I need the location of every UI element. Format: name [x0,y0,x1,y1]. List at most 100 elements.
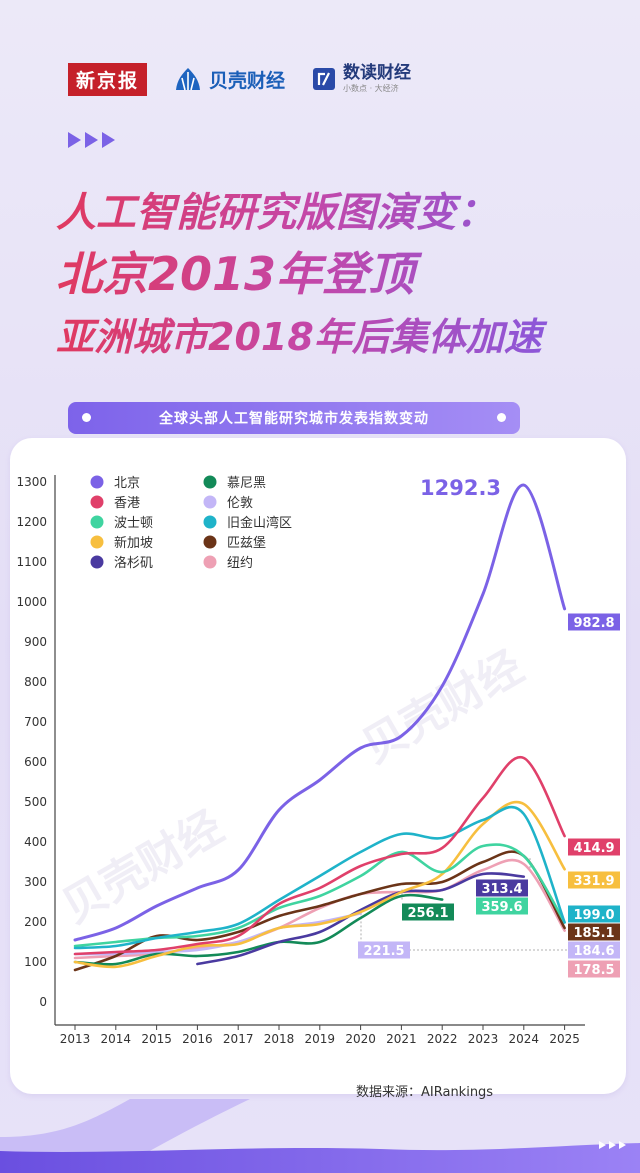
shudu-logo-icon [313,68,336,90]
legend-marker-losangeles [90,555,104,569]
xinjingbao-logo: 新京报 [68,62,148,96]
y-tick-label: 0 [39,995,47,1009]
value-tag-bg-pittsburgh [568,923,620,941]
beike-logo-text: 贝壳财经 [209,69,286,92]
legend-label-boston: 波士顿 [114,516,153,531]
value-tag-munich: 256.1 [407,906,448,921]
shudu-logo-text: 数读财经 [343,63,412,83]
value-tag-bg-london [358,941,410,959]
beike-logo: 贝壳财经 [173,66,285,93]
value-tag-bg-losangeles [476,879,528,897]
legend-label-singapore: 新加坡 [114,535,153,551]
value-tag-bg-beijing [568,613,620,631]
value-tag-london: 184.6 [573,944,614,959]
legend-marker-munich [203,475,217,489]
value-tag-bg-munich [402,903,454,921]
legend-marker-newyork [203,555,217,569]
y-tick-label: 900 [24,635,47,649]
value-tag-sanfrancisco: 199.0 [573,908,614,923]
value-tag-bg-newyork [568,960,620,978]
legend-marker-beijing [90,475,104,489]
legend-label-newyork: 纽约 [227,556,253,571]
legend-marker-singapore [90,535,104,549]
value-tag-newyork: 178.5 [573,963,614,978]
legend-marker-london [203,495,217,509]
x-tick-label: 2020 [345,1032,376,1046]
value-tag-pittsburgh: 185.1 [573,926,614,941]
value-tag-losangeles: 313.4 [481,882,522,897]
series-line-munich [73,893,444,966]
shudu-logo: 数读财经 小数点 · 大经济 [311,65,411,93]
y-tick-label: 1000 [16,595,47,609]
bar-dot-left-icon [82,413,91,422]
value-tag-boston: 359.6 [481,900,522,915]
legend-label-munich: 慕尼黑 [227,476,266,491]
x-tick-label: 2018 [264,1032,295,1046]
chart-card [10,438,626,1094]
triple-arrow-icon [68,132,115,148]
legend-label-pittsburgh: 匹兹堡 [227,535,266,551]
series-line-sanfrancisco [73,805,566,950]
x-tick-label: 2025 [549,1032,580,1046]
series-line-singapore [73,800,566,969]
watermark-text-1: 贝壳财经 [354,641,532,773]
y-tick-label: 300 [24,875,47,889]
x-tick-label: 2024 [509,1032,540,1046]
x-tick-label: 2021 [386,1032,417,1046]
corner-arrows-icon [599,1141,626,1149]
value-tag-bg-hongkong [568,838,620,856]
legend-label-losangeles: 洛杉矶 [114,556,153,571]
y-tick-label: 200 [24,915,47,929]
bottom-wave-decoration [0,1099,640,1173]
peak-value-label: 1292.3 [420,476,501,500]
x-tick-label: 2017 [223,1032,254,1046]
x-tick-label: 2019 [305,1032,336,1046]
y-tick-label: 800 [24,675,47,689]
value-tag-hongkong: 414.9 [573,841,614,856]
bar-dot-right-icon [497,413,506,422]
value-tag-bg-sanfrancisco [568,905,620,923]
legend-marker-boston [90,515,104,529]
legend-marker-pittsburgh [203,535,217,549]
beike-logo-icon [176,68,201,91]
chart-subtitle-bar: 全球头部人工智能研究城市发表指数变动 [68,402,520,434]
chart-subtitle: 全球头部人工智能研究城市发表指数变动 [159,411,429,427]
value-tag-london: 221.5 [363,944,404,959]
x-tick-label: 2016 [182,1032,213,1046]
y-tick-label: 600 [24,755,47,769]
y-tick-label: 1300 [16,475,47,489]
legend-marker-sanfrancisco [203,515,217,529]
y-tick-label: 1100 [16,555,47,569]
x-tick-label: 2022 [427,1032,458,1046]
legend-label-london: 伦敦 [227,495,253,511]
x-tick-label: 2015 [141,1032,172,1046]
x-tick-label: 2023 [468,1032,499,1046]
value-tag-bg-london [568,941,620,959]
headline-line-1: 人工智能研究版图演变： [56,180,616,238]
legend-label-hongkong: 香港 [114,496,140,511]
y-tick-label: 400 [24,835,47,849]
legend-label-sanfrancisco: 旧金山湾区 [227,515,292,531]
value-tag-bg-singapore [568,871,620,889]
shudu-logo-slogan: 小数点 · 大经济 [343,84,399,93]
x-tick-label: 2014 [101,1032,132,1046]
y-tick-label: 1200 [16,515,47,529]
value-tag-bg-boston [476,897,528,915]
y-tick-label: 100 [24,955,47,969]
value-tag-singapore: 331.9 [573,874,614,889]
series-line-beijing [73,483,567,942]
data-source: 数据来源：AIRankings [356,1085,494,1100]
headline-line-3: 亚洲城市2018年后集体加速 [56,306,616,361]
y-tick-label: 700 [24,715,47,729]
headline-line-2: 北京2013年登顶 [56,238,616,304]
value-tag-beijing: 982.8 [573,616,614,631]
logo-row: 新京报 贝壳财经 数读财经 小数点 · 大经济 [68,62,411,96]
series-line-losangeles [196,872,526,966]
series-line-hongkong [73,755,566,956]
legend-label-beijing: 北京 [114,476,140,491]
legend-marker-hongkong [90,495,104,509]
x-tick-label: 2013 [60,1032,91,1046]
y-tick-label: 500 [24,795,47,809]
series-line-pittsburgh [73,850,566,972]
